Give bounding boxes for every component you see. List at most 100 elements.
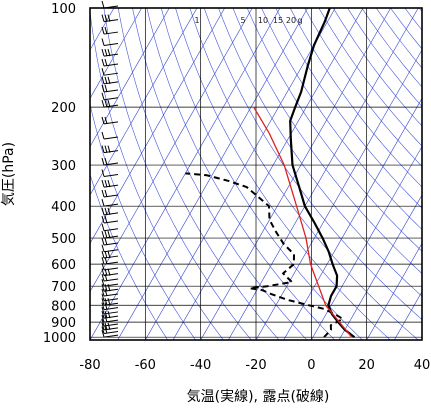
wind-barb [101, 306, 119, 315]
dry-adiabat-line [90, 9, 224, 340]
isotherm-line [311, 145, 422, 340]
wind-barb-flag [101, 288, 105, 297]
mixing-ratio-label: 20 [286, 16, 296, 25]
isotherm-lines [90, 8, 422, 340]
wind-barbs [101, 0, 119, 338]
wind-barb [101, 145, 119, 154]
isotherm-line [421, 339, 422, 340]
wind-barb-shaft [103, 334, 119, 338]
wind-barb-flag [107, 230, 111, 239]
wind-barb [101, 318, 119, 327]
wind-barb-flag [101, 244, 105, 252]
wind-barb [101, 215, 119, 224]
dry-adiabat-line [132, 8, 308, 340]
wind-barb-flag [104, 215, 108, 224]
isotherm-line [90, 8, 253, 293]
wind-barb-flag [101, 92, 105, 100]
wind-barb-flag [101, 257, 105, 265]
wind-barb-flag [101, 310, 105, 319]
wind-barb-flag [101, 58, 105, 67]
x-tick-label: 40 [414, 358, 431, 373]
wind-barb-flag [104, 189, 108, 198]
dry-adiabat-line [90, 173, 168, 340]
wind-barb [101, 76, 119, 85]
wind-barb [101, 244, 119, 253]
wind-barb-shaft [103, 235, 119, 239]
wind-barb-shaft [103, 43, 119, 47]
wind-barb-flag [101, 199, 105, 207]
isotherm-line [90, 8, 170, 148]
mixing-ratio-label: 5 [240, 16, 245, 25]
wind-barb [101, 169, 119, 177]
wind-barb-shaft [103, 19, 119, 23]
wind-barb-flag [101, 306, 105, 315]
wind-barb [101, 68, 119, 76]
y-tick-label: 300 [51, 159, 76, 174]
wind-barb-flag [104, 58, 108, 67]
wind-barb-shaft [103, 97, 119, 101]
wind-barb-shaft [103, 298, 119, 302]
temperature-line [289, 8, 356, 339]
wind-barb-shaft [103, 121, 119, 125]
wind-barb-shaft [103, 255, 119, 259]
wind-barb [101, 293, 119, 302]
wind-barb [101, 58, 119, 67]
dry-adiabat-line [304, 8, 422, 167]
wind-barb-flag [101, 262, 105, 271]
isotherm-line [90, 8, 142, 99]
wind-barb-shaft [103, 249, 119, 253]
isotherm-line [255, 49, 422, 340]
isotherm-line [90, 8, 198, 196]
wind-barb-flag [104, 84, 108, 93]
wind-barb-shaft [103, 194, 119, 198]
wind-barb-flag [101, 48, 105, 57]
wind-barb-shaft [103, 228, 119, 232]
wind-barb-shaft [103, 261, 119, 265]
wind-barb-flag [104, 207, 108, 215]
wind-barb-flag [107, 145, 111, 153]
wind-barb [101, 131, 119, 140]
wind-barb-shaft [103, 53, 119, 57]
wind-barb-shaft [103, 89, 119, 93]
x-tick-label: -20 [245, 358, 266, 373]
dry-adiabat-line [390, 8, 422, 50]
wind-barb [101, 0, 119, 9]
wind-barb-flag [104, 310, 108, 319]
dry-adiabat-line [418, 8, 422, 13]
wind-barb-shaft [103, 72, 119, 76]
dry-adiabat-line [218, 8, 422, 297]
sounding-series [185, 8, 356, 339]
y-axis-label: 気圧(hPa) [1, 142, 17, 206]
mixing-ratio-labels: 1 5 10 15 20 g [194, 16, 302, 25]
dry-adiabat-line [232, 8, 422, 274]
isotherm-line [145, 8, 336, 340]
wind-barb [101, 84, 119, 93]
wind-barb-flag [104, 314, 108, 323]
dry-adiabat-line [261, 8, 422, 230]
dry-adiabat-line [275, 8, 422, 209]
wind-barb [101, 189, 119, 198]
wind-barb-flag [104, 298, 108, 306]
x-tick-label: -40 [190, 358, 211, 373]
x-tick-labels: -80 -60 -40 -20 0 20 40 [79, 358, 430, 373]
y-tick-label: 1000 [43, 331, 76, 346]
wind-barb-flag [107, 99, 111, 108]
wind-barb-flag [104, 99, 108, 108]
wind-barb-flag [101, 145, 105, 153]
wind-barb-flag [101, 302, 105, 310]
isotherm-line [283, 97, 422, 340]
wind-barb-flag [101, 207, 105, 215]
wind-barb-flag [101, 179, 105, 188]
wind-barb-flag [104, 322, 108, 330]
wind-barb-flag [101, 298, 105, 306]
wind-barb-flag [101, 84, 105, 93]
dry-adiabat-line [117, 8, 280, 340]
wind-barb-flag [101, 223, 105, 231]
wind-barb-flag [107, 298, 111, 306]
parcel-line [253, 106, 353, 338]
wind-barb-flag [101, 273, 105, 282]
wind-barb-flag [104, 250, 108, 259]
wind-barb-flag [101, 322, 105, 330]
wind-barb [101, 284, 119, 292]
